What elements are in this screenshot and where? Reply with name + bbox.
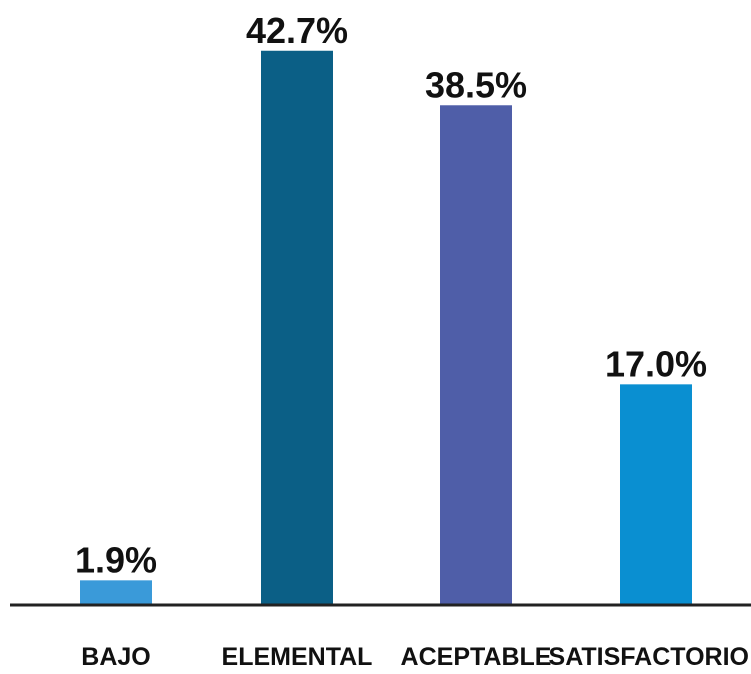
- value-label-bajo: 1.9%: [75, 539, 157, 580]
- category-label-bajo: BAJO: [81, 643, 150, 669]
- value-label-satisfactorio: 17.0%: [605, 343, 707, 384]
- bar-bajo: [80, 580, 152, 605]
- category-label-satisfactorio: SATISFACTORIO: [549, 643, 749, 669]
- value-label-elemental: 42.7%: [246, 10, 348, 51]
- category-label-aceptable: ACEPTABLE: [401, 643, 552, 669]
- bar-elemental: [261, 50, 333, 605]
- bars-layer: [80, 50, 692, 606]
- labels-layer: 1.9% BAJO 42.7% ELEMENTAL 38.5% ACEPTABLE 17.0…: [75, 10, 749, 671]
- value-label-aceptable: 38.5%: [425, 64, 527, 105]
- bar-satisfactorio: [620, 384, 692, 605]
- bar-aceptable: [440, 105, 512, 606]
- category-label-elemental: ELEMENTAL: [222, 643, 373, 669]
